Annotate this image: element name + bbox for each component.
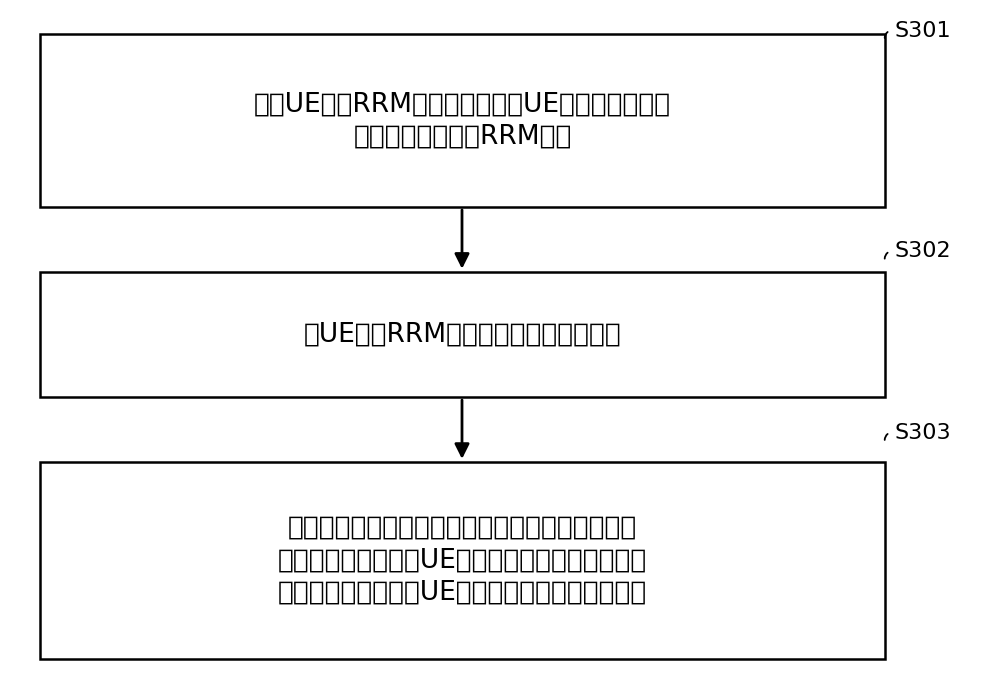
Text: 传输间隙配置执行RRM测量: 传输间隙配置执行RRM测量 <box>353 124 572 150</box>
FancyBboxPatch shape <box>40 34 885 207</box>
Text: 在UE启动RRM测量时，启动第二计时器: 在UE启动RRM测量时，启动第二计时器 <box>304 321 621 348</box>
FancyBboxPatch shape <box>40 272 885 397</box>
Text: S303: S303 <box>895 422 952 443</box>
Text: 当所述第二计时器的计时时长到达第一预设时长、: 当所述第二计时器的计时时长到达第一预设时长、 <box>288 515 637 540</box>
Text: 指示UE启动RRM测量，以使所述UE使用初始的数据: 指示UE启动RRM测量，以使所述UE使用初始的数据 <box>254 91 671 117</box>
Text: S301: S301 <box>895 20 952 41</box>
Text: S302: S302 <box>895 241 952 261</box>
Text: 且在第一预设时长内UE当前的数据传输间隙的个数: 且在第一预设时长内UE当前的数据传输间隙的个数 <box>278 547 647 573</box>
FancyBboxPatch shape <box>40 462 885 659</box>
Text: 小于预设值时，确定UE调整后的数据传输间隙配置: 小于预设值时，确定UE调整后的数据传输间隙配置 <box>278 580 647 606</box>
